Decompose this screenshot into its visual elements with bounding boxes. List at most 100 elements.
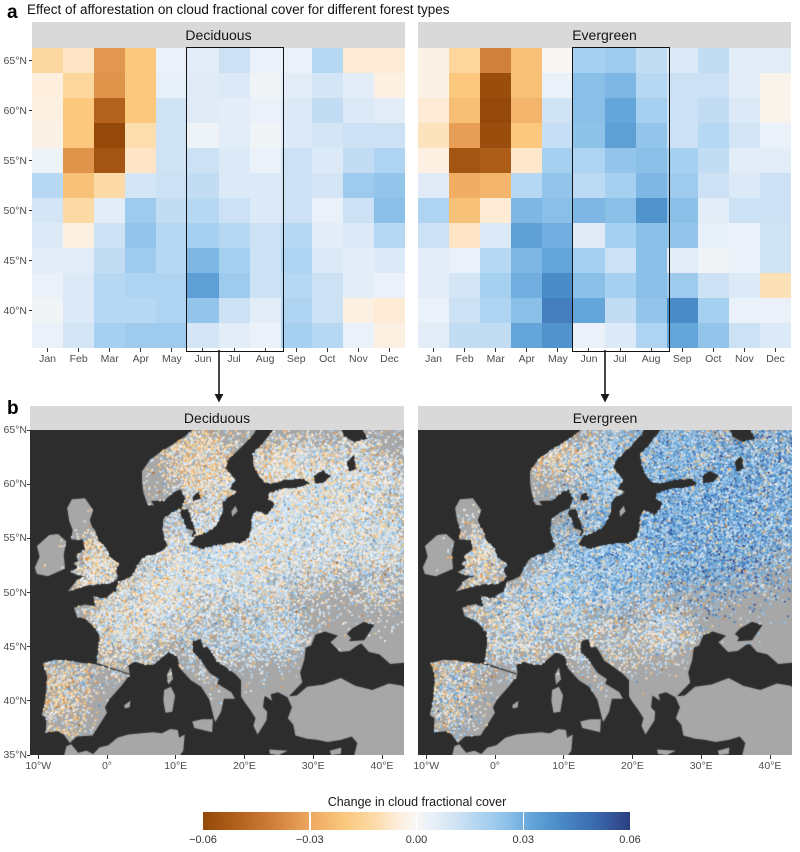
heatmap-cell [125,98,157,123]
heatmap-cell [542,98,574,123]
heatmap-cell [187,298,219,323]
colorbar-tick [415,812,418,830]
heatmap-cell [32,298,64,323]
map-y-axis-lat-label: 55°N [3,532,27,545]
map-y-axis-tick [26,537,30,539]
heatmap-cell [156,48,188,73]
heatmap-cell [280,98,312,123]
x-axis-month-label: Sep [672,353,692,365]
heatmap-cell [373,323,405,348]
heatmap-cell [32,73,64,98]
heatmap-cell [666,173,698,198]
heatmap-cell [759,273,791,298]
heatmap-cell [218,73,250,98]
heatmap-cell [666,323,698,348]
heatmap-cell [635,73,667,98]
heatmap-cell [418,198,450,223]
heatmap-cell [187,123,219,148]
heatmap-cell [759,298,791,323]
heatmap-cell [728,173,760,198]
x-axis-tick [233,348,235,352]
heatmap-cell [666,73,698,98]
heatmap-evergreen [418,48,791,348]
y-axis-tick [28,260,32,261]
heatmap-cell [480,98,512,123]
heatmap-cell [63,273,95,298]
heatmap-cell [635,323,667,348]
x-axis-month-label: Mar [486,353,505,365]
heatmap-cell [373,198,405,223]
heatmap-cell [94,223,126,248]
heatmap-cell [480,173,512,198]
heatmap-cell [697,298,729,323]
colorbar-tick [522,812,524,830]
heatmap-cell [418,248,450,273]
heatmap-cell [280,273,312,298]
facet-strip-evergreen-heatmap: Evergreen [418,22,791,48]
heatmap-cell [728,73,760,98]
heatmap-cell [759,123,791,148]
colorbar-tick-label: 0.06 [619,834,641,846]
heatmap-cell [249,273,281,298]
heatmap-cell [449,148,481,173]
heatmap-cell [759,48,791,73]
heatmap-cell [480,298,512,323]
heatmap-cell [311,123,343,148]
heatmap-cell [511,48,543,73]
heatmap-cell [125,148,157,173]
map-y-axis-lat-label: 35°N [3,749,27,761]
heatmap-cell [342,73,374,98]
heatmap-cell [604,273,636,298]
heatmap-cell [218,48,250,73]
heatmap-cell [156,173,188,198]
heatmap-cell [418,298,450,323]
heatmap-cell [311,323,343,348]
heatmap-cell [418,148,450,173]
heatmap-cell [542,198,574,223]
heatmap-cell [542,323,574,348]
heatmap-cell [573,98,605,123]
x-axis-tick [650,348,652,352]
heatmap-cell [311,73,343,98]
heatmap-cell [604,173,636,198]
heatmap-cell [63,73,95,98]
heatmap-cell [94,148,126,173]
heatmap-cell [418,48,450,73]
heatmap-cell [125,223,157,248]
heatmap-cell [511,98,543,123]
heatmap-cell [697,48,729,73]
heatmap-cell [418,223,450,248]
heatmap-cell [249,148,281,173]
map-x-axis-tick [425,755,427,759]
map-x-axis-tick [494,755,496,759]
heatmap-cell [311,48,343,73]
heatmap-cell [342,298,374,323]
x-axis-month-label: Jan [39,353,56,365]
heatmap-cell [480,198,512,223]
heatmap-cell [728,123,760,148]
map-y-axis-tick [26,754,30,756]
heatmap-cell [511,248,543,273]
x-axis-tick [140,348,142,352]
heatmap-cell [342,223,374,248]
x-axis-month-label: Jun [580,353,598,365]
heatmap-cell [280,223,312,248]
facet-strip-deciduous-heatmap: Deciduous [32,22,405,48]
heatmap-cell [94,98,126,123]
heatmap-cell [125,73,157,98]
map-x-axis-tick [769,755,771,759]
heatmap-cell [63,173,95,198]
facet-strip-evergreen-map: Evergreen [418,406,792,430]
heatmap-cell [573,173,605,198]
x-axis-month-label: Jul [613,353,627,365]
heatmap-cell [249,123,281,148]
x-axis-month-label: Dec [380,353,399,365]
heatmap-cell [187,48,219,73]
heatmap-cell [280,48,312,73]
heatmap-cell [63,223,95,248]
panel-a-label: a [7,2,18,23]
heatmap-cell [249,298,281,323]
x-axis-month-label: Apr [518,353,535,365]
heatmap-cell [218,123,250,148]
heatmap-cell [573,273,605,298]
